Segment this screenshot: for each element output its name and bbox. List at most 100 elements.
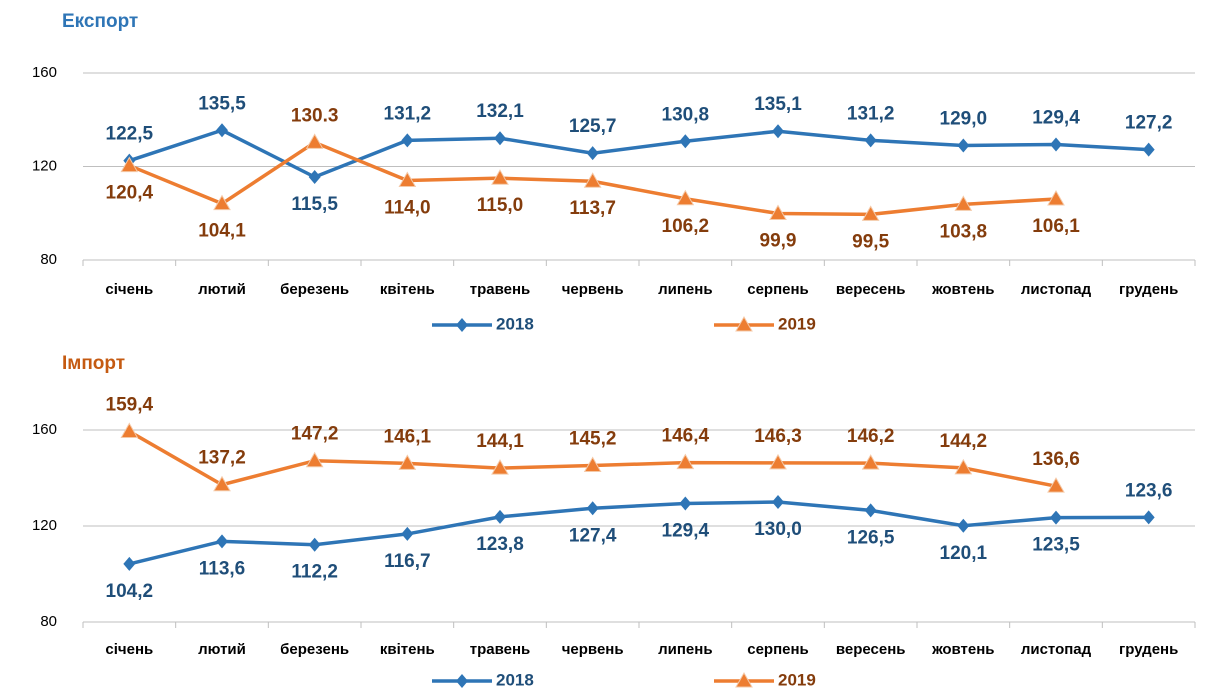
data-label: 146,3 — [754, 426, 802, 447]
y-tick-label: 160 — [32, 421, 57, 438]
marker — [494, 509, 506, 524]
y-tick-label: 80 — [40, 613, 57, 630]
data-label: 159,4 — [106, 394, 154, 415]
data-label: 129,4 — [662, 520, 710, 541]
marker — [120, 156, 139, 173]
data-label: 137,2 — [198, 448, 246, 469]
x-tick-label: листопад — [1021, 641, 1092, 658]
data-label: 144,2 — [940, 431, 988, 452]
marker — [679, 134, 692, 149]
x-tick-label: березень — [280, 641, 349, 658]
marker — [861, 454, 880, 470]
marker — [213, 475, 231, 492]
marker — [305, 133, 324, 149]
data-label: 99,9 — [760, 230, 797, 251]
data-label: 104,1 — [198, 221, 246, 242]
marker — [769, 204, 787, 220]
marker — [456, 674, 468, 688]
marker — [1142, 142, 1155, 157]
data-label: 146,4 — [662, 426, 710, 447]
data-label: 104,2 — [106, 581, 154, 602]
data-label: 122,5 — [106, 124, 154, 145]
data-label: 130.3 — [291, 105, 339, 126]
marker — [1142, 510, 1155, 525]
data-label: 116,7 — [384, 551, 431, 572]
x-tick-label: січень — [105, 641, 153, 658]
data-label: 106,2 — [662, 216, 710, 237]
x-tick-label: лютий — [198, 641, 246, 658]
marker — [1047, 189, 1065, 206]
marker — [954, 195, 973, 211]
data-label: 132,1 — [476, 101, 524, 122]
data-label: 115,0 — [477, 195, 524, 216]
marker — [216, 534, 228, 549]
x-tick-label: червень — [562, 641, 624, 658]
marker — [772, 495, 784, 509]
x-tick-label: липень — [658, 281, 712, 298]
data-label: 136,6 — [1032, 449, 1080, 470]
marker — [308, 537, 321, 552]
x-tick-label: вересень — [836, 641, 906, 658]
marker — [954, 458, 973, 475]
data-label: 135,1 — [754, 94, 802, 115]
x-tick-label: травень — [470, 281, 531, 298]
marker — [456, 318, 468, 332]
marker — [123, 556, 136, 571]
marker — [676, 189, 695, 206]
marker — [583, 172, 602, 188]
marker — [735, 315, 753, 332]
x-tick-label: серпень — [747, 281, 809, 298]
x-tick-label: грудень — [1119, 641, 1178, 658]
data-label: 115,5 — [291, 194, 338, 215]
marker — [769, 453, 787, 470]
data-label: 126,5 — [847, 527, 895, 548]
data-label: 127,2 — [1125, 113, 1173, 134]
data-label: 130,8 — [662, 104, 710, 125]
data-label: 112,2 — [291, 562, 338, 583]
marker — [213, 194, 231, 211]
y-tick-label: 160 — [32, 64, 57, 81]
data-label: 113,7 — [569, 198, 616, 219]
data-label: 120,1 — [940, 543, 988, 564]
x-tick-label: лютий — [198, 281, 246, 298]
x-tick-label: вересень — [836, 281, 906, 298]
marker — [216, 123, 228, 138]
marker — [308, 170, 321, 185]
y-tick-label: 80 — [40, 251, 57, 268]
marker — [494, 131, 506, 146]
marker — [401, 133, 414, 148]
marker — [120, 422, 139, 438]
data-label: 146,1 — [384, 426, 432, 447]
data-label: 127,4 — [569, 525, 617, 546]
data-label: 103,8 — [940, 221, 988, 242]
x-tick-label: жовтень — [931, 281, 994, 298]
marker — [735, 671, 753, 688]
marker — [864, 503, 877, 518]
marker — [583, 456, 602, 473]
marker — [1050, 137, 1062, 152]
marker — [864, 133, 877, 148]
marker — [861, 205, 880, 221]
marker — [957, 138, 970, 153]
data-label: 135,5 — [198, 93, 246, 114]
data-label: 129,4 — [1032, 108, 1080, 129]
x-tick-label: листопад — [1021, 281, 1092, 298]
data-label: 123,8 — [476, 534, 524, 555]
y-tick-label: 120 — [32, 517, 57, 534]
chart-title: Експорт — [62, 11, 138, 32]
x-tick-label: січень — [105, 281, 153, 298]
legend-label: 2019 — [778, 670, 816, 689]
x-tick-label: березень — [280, 281, 349, 298]
data-label: 113,6 — [199, 558, 246, 579]
marker — [398, 454, 417, 470]
legend-label: 2018 — [496, 670, 534, 689]
marker — [1050, 510, 1062, 525]
x-tick-label: квітень — [380, 281, 435, 298]
x-tick-label: червень — [562, 281, 624, 298]
marker — [676, 453, 695, 470]
marker — [401, 526, 414, 541]
data-label: 123,6 — [1125, 480, 1173, 501]
x-tick-label: липень — [658, 641, 712, 658]
data-label: 144,1 — [476, 431, 524, 452]
